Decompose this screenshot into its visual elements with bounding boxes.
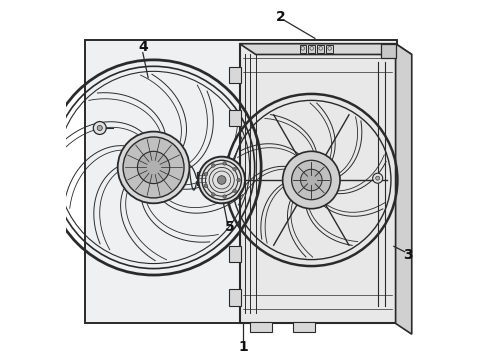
Circle shape: [204, 184, 208, 188]
Circle shape: [376, 176, 380, 180]
Circle shape: [123, 137, 184, 198]
Bar: [294, 321, 315, 332]
Circle shape: [292, 160, 331, 200]
Polygon shape: [240, 44, 412, 54]
Text: 3: 3: [403, 248, 413, 262]
Circle shape: [237, 178, 240, 182]
Circle shape: [204, 172, 208, 176]
Bar: [229, 246, 242, 262]
Circle shape: [283, 151, 340, 209]
Circle shape: [97, 125, 102, 131]
Circle shape: [212, 193, 215, 197]
Circle shape: [233, 189, 236, 193]
Bar: [309, 45, 315, 53]
Text: 5: 5: [225, 220, 235, 234]
Bar: [229, 67, 242, 83]
Text: 1: 1: [238, 340, 248, 354]
Bar: [250, 321, 272, 332]
Bar: [326, 45, 333, 53]
Circle shape: [300, 169, 322, 191]
Circle shape: [93, 122, 106, 134]
Circle shape: [223, 162, 226, 165]
Bar: [85, 40, 397, 323]
Circle shape: [198, 157, 245, 203]
Bar: [196, 172, 205, 185]
Polygon shape: [395, 44, 412, 334]
Bar: [229, 110, 242, 126]
Text: 4: 4: [138, 40, 147, 54]
Bar: [299, 45, 306, 53]
Bar: [381, 44, 395, 58]
Circle shape: [137, 151, 170, 184]
Circle shape: [218, 176, 226, 184]
Bar: [229, 289, 242, 306]
Text: 2: 2: [276, 10, 286, 24]
Circle shape: [212, 163, 215, 167]
Circle shape: [233, 167, 236, 171]
Circle shape: [373, 173, 383, 183]
Circle shape: [223, 195, 226, 198]
Bar: [240, 44, 395, 323]
Circle shape: [118, 132, 190, 203]
Bar: [318, 45, 324, 53]
